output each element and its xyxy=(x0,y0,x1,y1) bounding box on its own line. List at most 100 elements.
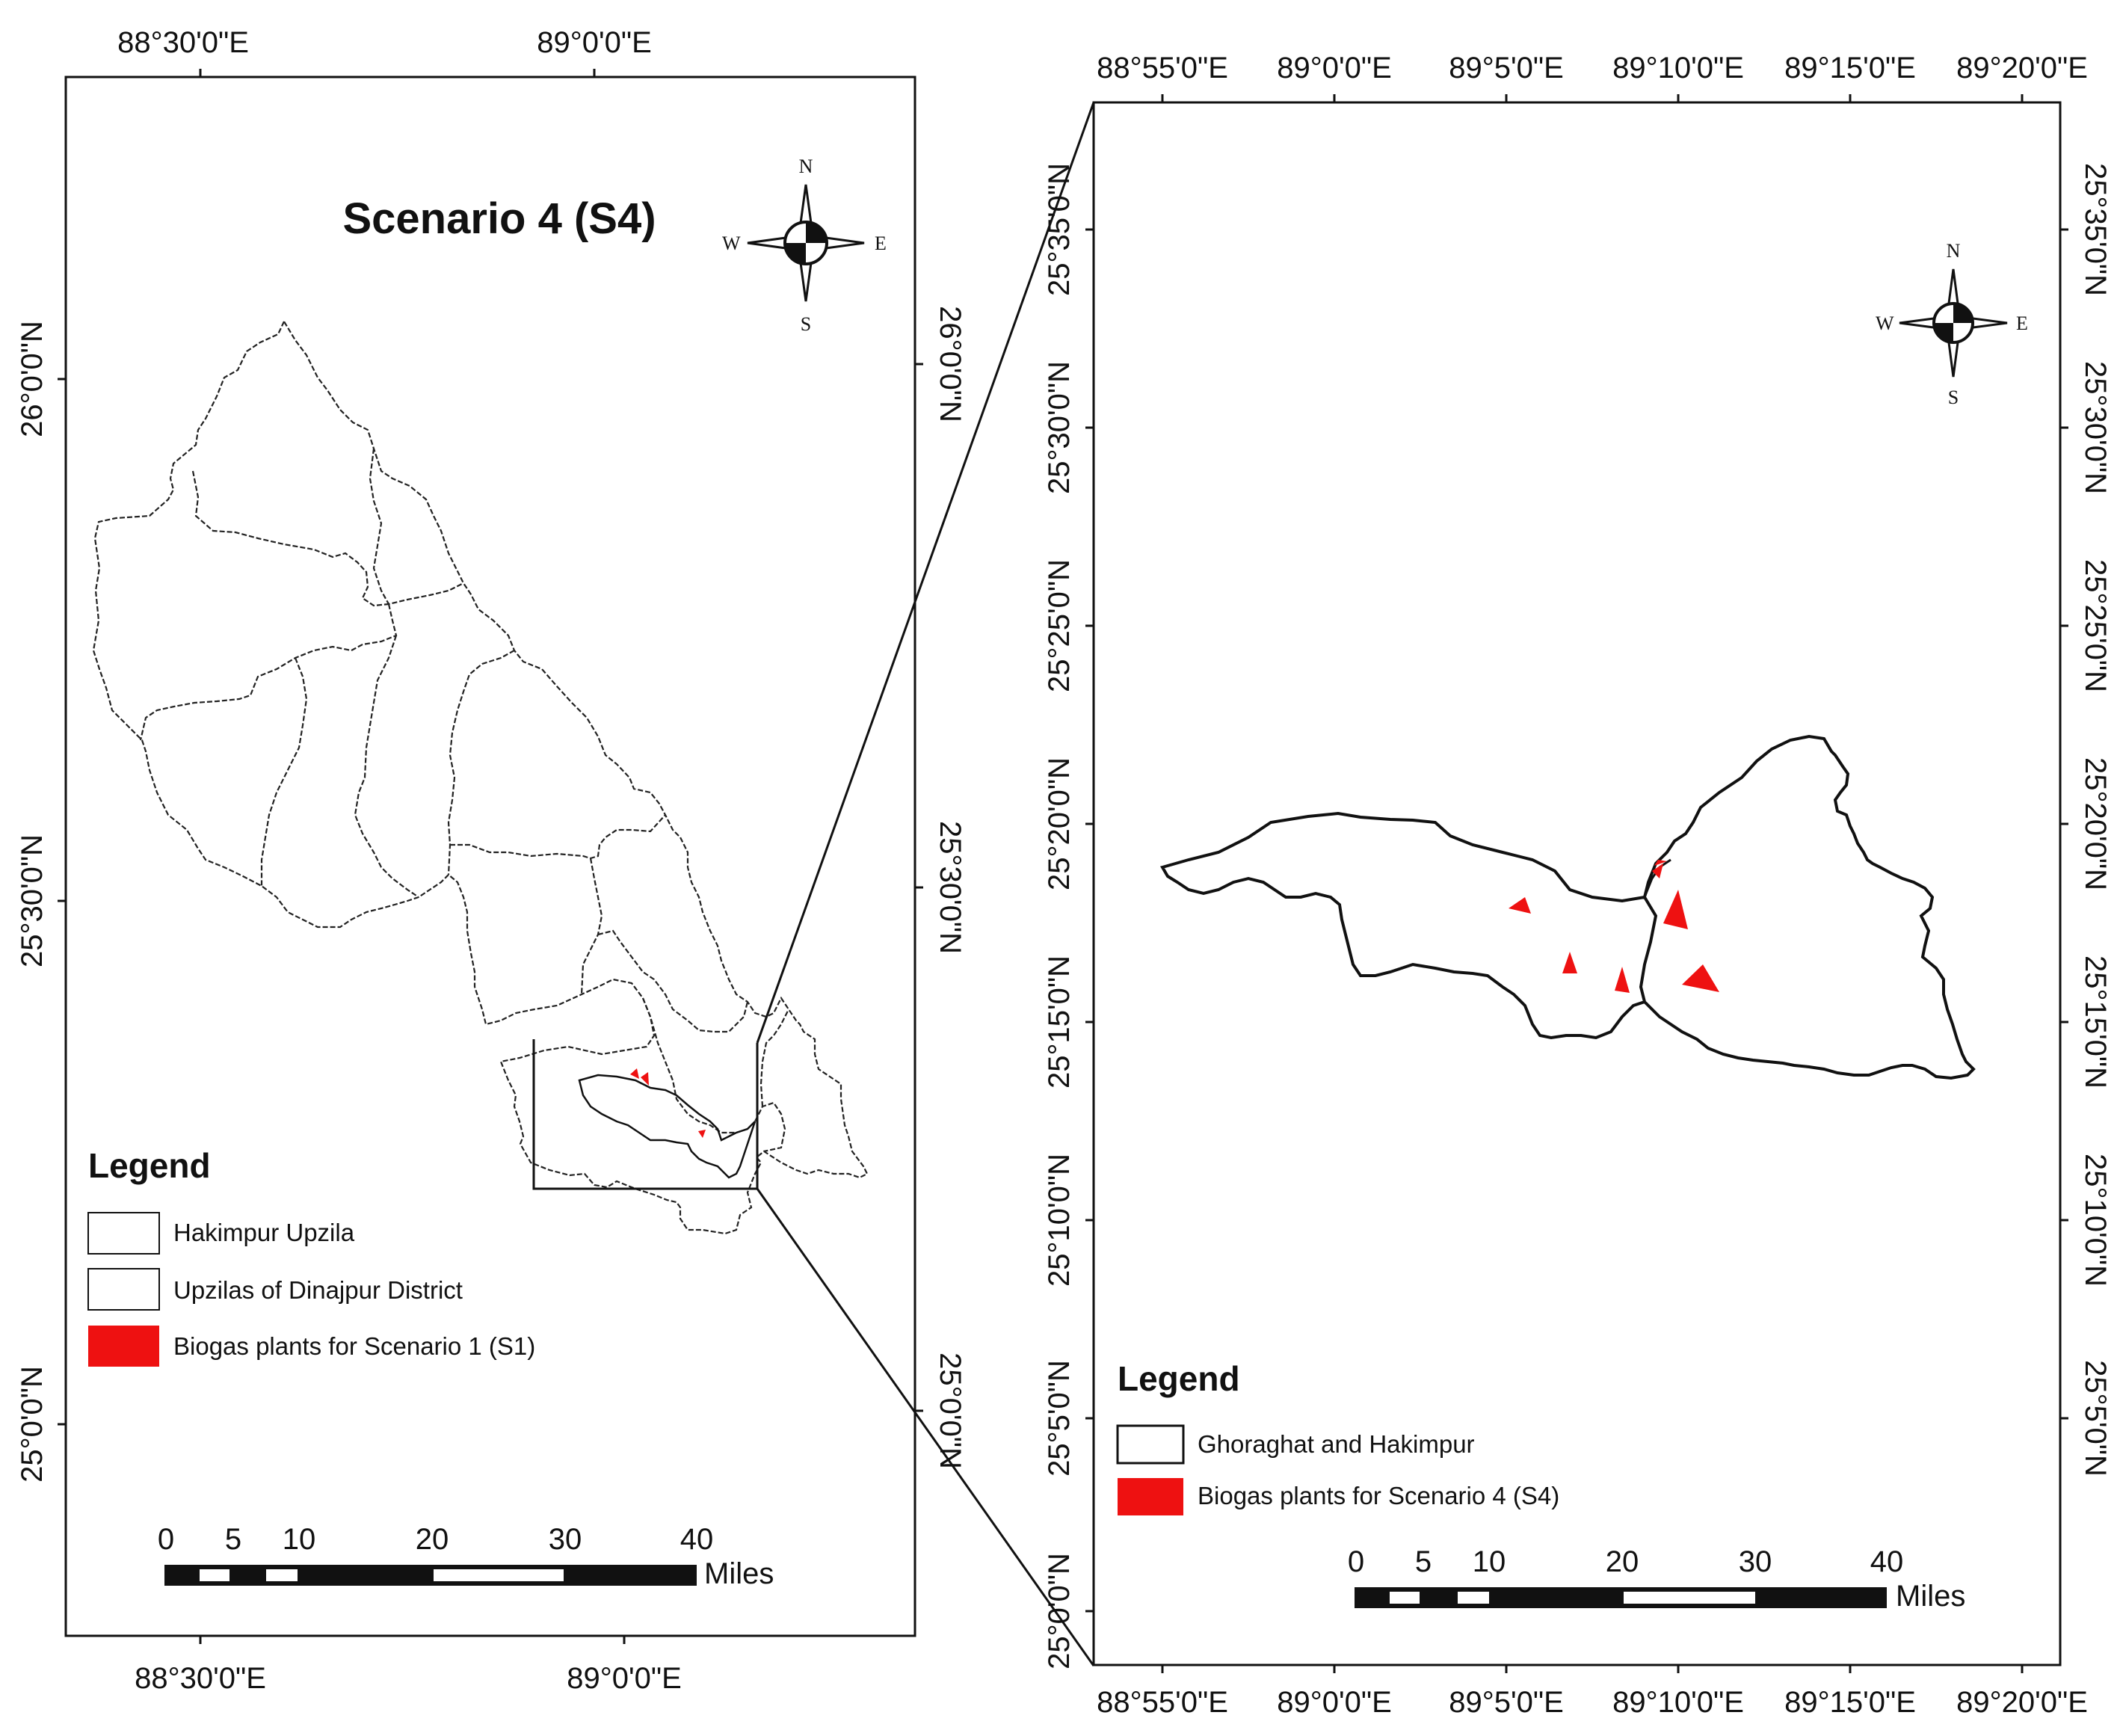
compass-e: E xyxy=(2016,313,2028,334)
right-bottom-tick-6: 89°20'0"E xyxy=(1956,1686,2088,1719)
right-left-tick-5: 25°15'0"N xyxy=(1043,955,1076,1089)
left-legend-title: Legend xyxy=(88,1146,211,1185)
right-right-tick-1: 25°35'0"N xyxy=(2079,163,2112,296)
right-top-tick-2: 89°0'0"E xyxy=(1277,52,1392,84)
right-left-tick-6: 25°10'0"N xyxy=(1043,1154,1076,1287)
right-map-frame xyxy=(1092,101,2062,1666)
compass-rose-icon: N S E W xyxy=(722,156,887,335)
left-legend-label-1: Hakimpur Upzila xyxy=(173,1219,355,1246)
right-scale-bar: 0 5 10 20 30 40 Miles xyxy=(1348,1545,1965,1613)
right-map-panel: 88°55'0"E 89°0'0"E 89°5'0"E 89°10'0"E 89… xyxy=(1043,52,2112,1719)
compass-s: S xyxy=(1948,387,1959,408)
right-plant-marker xyxy=(1682,964,1719,992)
right-legend-swatch-1 xyxy=(1116,1424,1185,1465)
compass-rose-icon: N S E W xyxy=(1876,240,2028,408)
compass-n: N xyxy=(799,156,813,177)
left-top-tick-2: 89°0'0"E xyxy=(537,26,652,59)
right-scale-label-30: 30 xyxy=(1739,1545,1772,1578)
left-biogas-plant-markers xyxy=(630,1068,706,1138)
right-plant-marker xyxy=(1509,897,1531,914)
left-legend-swatch-2 xyxy=(87,1268,160,1311)
right-scale-label-10: 10 xyxy=(1473,1545,1506,1578)
right-legend-label-2: Biogas plants for Scenario 4 (S4) xyxy=(1198,1482,1559,1509)
left-legend-swatch-3 xyxy=(88,1326,159,1367)
left-bottom-tick-2: 89°0'0"E xyxy=(567,1662,682,1695)
left-scale-label-10: 10 xyxy=(283,1523,316,1556)
left-map-frame xyxy=(64,76,916,1637)
left-plant-marker xyxy=(641,1072,649,1086)
compass-n: N xyxy=(1947,240,1961,262)
left-left-tick-3: 25°0'0"N xyxy=(16,1366,49,1483)
right-right-tick-5: 25°15'0"N xyxy=(2079,955,2112,1089)
left-scale-unit: Miles xyxy=(704,1557,774,1590)
left-legend: Legend Hakimpur Upzila Upzilas of Dinajp… xyxy=(87,1146,535,1367)
compass-e: E xyxy=(875,233,887,254)
right-bottom-tick-4: 89°10'0"E xyxy=(1612,1686,1744,1719)
right-legend-title: Legend xyxy=(1118,1359,1240,1398)
left-scale-label-20: 20 xyxy=(416,1523,449,1556)
right-left-tick-8: 25°0'0"N xyxy=(1043,1553,1076,1669)
right-legend: Legend Ghoraghat and Hakimpur Biogas pla… xyxy=(1116,1359,1559,1515)
right-top-tick-4: 89°10'0"E xyxy=(1612,52,1744,84)
right-plant-marker xyxy=(1663,890,1688,929)
right-left-tick-7: 25°5'0"N xyxy=(1043,1360,1076,1477)
zoom-connector-top xyxy=(756,102,1095,1044)
left-map-title: Scenario 4 (S4) xyxy=(342,194,656,243)
right-scale-label-40: 40 xyxy=(1870,1545,1904,1578)
right-right-tick-2: 25°30'0"N xyxy=(2079,361,2112,494)
left-legend-swatch-1 xyxy=(87,1212,160,1255)
left-left-tick-1: 26°0'0"N xyxy=(16,321,49,437)
right-bottom-tick-2: 89°0'0"E xyxy=(1277,1686,1392,1719)
right-legend-swatch-2 xyxy=(1118,1478,1183,1515)
left-legend-label-3: Biogas plants for Scenario 1 (S1) xyxy=(173,1332,535,1360)
compass-s: S xyxy=(801,313,811,335)
left-scale-label-0: 0 xyxy=(158,1523,174,1556)
hakimpur-upzila-boundary xyxy=(578,1074,757,1179)
right-plant-marker xyxy=(1654,860,1667,866)
left-right-tick-3: 25°0'0"N xyxy=(934,1352,967,1469)
left-inset-box xyxy=(532,1039,759,1190)
right-scale-unit: Miles xyxy=(1896,1580,1965,1613)
right-scale-label-20: 20 xyxy=(1606,1545,1639,1578)
right-right-tick-4: 25°20'0"N xyxy=(2079,757,2112,890)
left-left-tick-2: 25°30'0"N xyxy=(16,834,49,967)
left-scale-label-40: 40 xyxy=(680,1523,714,1556)
right-bottom-tick-5: 89°15'0"E xyxy=(1784,1686,1916,1719)
ghoraghat-hakimpur-boundary xyxy=(1159,734,1976,1080)
left-scale-bar: 0 5 10 20 30 40 Miles xyxy=(158,1523,774,1590)
right-scale-label-0: 0 xyxy=(1348,1545,1364,1578)
compass-w: W xyxy=(722,233,741,254)
left-top-tick-1: 88°30'0"E xyxy=(117,26,249,59)
left-plant-marker xyxy=(630,1068,639,1079)
right-left-tick-4: 25°20'0"N xyxy=(1043,757,1076,890)
right-bottom-tick-1: 88°55'0"E xyxy=(1097,1686,1228,1719)
zoom-connector-bottom xyxy=(756,1188,1095,1666)
right-right-tick-3: 25°25'0"N xyxy=(2079,559,2112,692)
right-right-tick-6: 25°10'0"N xyxy=(2079,1154,2112,1287)
left-scale-label-30: 30 xyxy=(549,1523,582,1556)
left-legend-label-2: Upzilas of Dinajpur District xyxy=(173,1276,463,1304)
compass-w: W xyxy=(1876,313,1894,334)
right-left-tick-3: 25°25'0"N xyxy=(1043,559,1076,692)
right-right-tick-7: 25°5'0"N xyxy=(2079,1360,2112,1477)
right-top-tick-3: 89°5'0"E xyxy=(1449,52,1564,84)
right-plant-marker xyxy=(1615,967,1630,993)
left-bottom-tick-1: 88°30'0"E xyxy=(135,1662,266,1695)
right-legend-label-1: Ghoraghat and Hakimpur xyxy=(1198,1430,1475,1458)
right-left-tick-1: 25°35'0"N xyxy=(1043,163,1076,296)
right-top-tick-6: 89°20'0"E xyxy=(1956,52,2088,84)
right-top-tick-5: 89°15'0"E xyxy=(1784,52,1916,84)
right-top-tick-1: 88°55'0"E xyxy=(1097,52,1228,84)
right-bottom-tick-3: 89°5'0"E xyxy=(1449,1686,1564,1719)
left-plant-marker xyxy=(698,1130,706,1138)
right-left-tick-2: 25°30'0"N xyxy=(1043,361,1076,494)
right-plant-marker xyxy=(1562,952,1577,973)
left-right-tick-1: 26°0'0"N xyxy=(934,306,967,422)
dinajpur-upzila-boundaries xyxy=(92,319,869,1235)
right-plant-marker xyxy=(1652,864,1663,878)
left-map-panel: 88°30'0"E 89°0'0"E 88°30'0"E 89°0'0"E 26… xyxy=(16,26,967,1695)
right-biogas-plant-markers xyxy=(1509,860,1719,993)
left-scale-label-5: 5 xyxy=(225,1523,241,1556)
left-right-tick-2: 25°30'0"N xyxy=(934,821,967,954)
